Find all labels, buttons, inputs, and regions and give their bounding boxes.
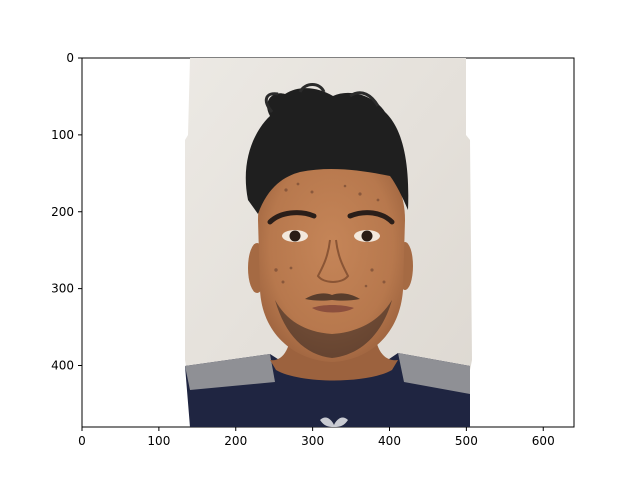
left-eyebrow	[267, 210, 317, 225]
right-eyebrow	[347, 210, 395, 225]
shirt-logo	[320, 417, 348, 427]
x-tick-label: 500	[455, 434, 478, 448]
skin-spots	[274, 182, 386, 288]
nose	[316, 239, 350, 283]
x-tick-label: 300	[301, 434, 324, 448]
beard	[275, 300, 392, 358]
mustache	[305, 293, 360, 301]
mouth	[312, 305, 354, 313]
x-tick-label: 600	[532, 434, 555, 448]
right-iris	[361, 230, 373, 242]
y-tick-label: 300	[51, 282, 74, 296]
face	[258, 150, 405, 362]
portrait-photo	[185, 58, 472, 427]
y-tick-label: 400	[51, 359, 74, 373]
x-tick-label: 400	[378, 434, 401, 448]
x-tick-label: 200	[224, 434, 247, 448]
x-axis-ticks: 0 100 200 300 400 500 600	[78, 427, 555, 448]
y-tick-label: 200	[51, 205, 74, 219]
y-tick-label: 0	[66, 51, 74, 65]
y-tick-label: 100	[51, 128, 74, 142]
x-tick-label: 0	[78, 434, 86, 448]
shirt-shoulder-left	[185, 354, 275, 390]
hair	[245, 88, 409, 214]
shirt-shoulder-right	[398, 353, 470, 394]
hair-strands	[264, 83, 380, 113]
left-iris	[289, 230, 301, 242]
x-tick-label: 100	[147, 434, 170, 448]
y-axis-ticks: 0 100 200 300 400	[51, 51, 82, 373]
